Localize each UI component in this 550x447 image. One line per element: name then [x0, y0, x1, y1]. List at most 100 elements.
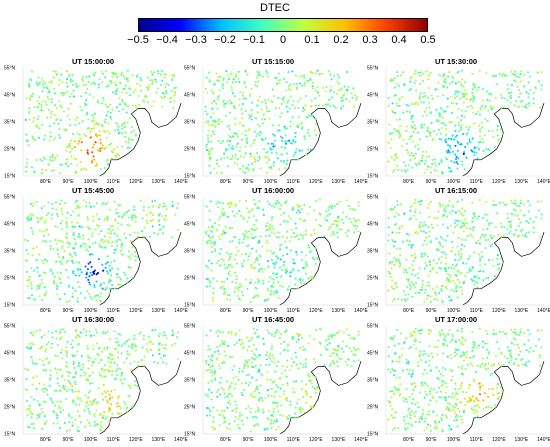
dtec-point	[500, 235, 503, 238]
dtec-point	[86, 400, 89, 403]
dtec-point	[74, 330, 77, 333]
dtec-point	[488, 149, 491, 152]
dtec-point	[170, 74, 174, 77]
dtec-point	[94, 141, 97, 144]
lon-tick: 130°E	[152, 437, 166, 443]
dtec-point	[237, 417, 240, 421]
dtec-point	[427, 206, 430, 210]
dtec-point	[492, 106, 495, 109]
dtec-point	[240, 290, 243, 294]
dtec-point	[43, 286, 46, 289]
dtec-point	[45, 420, 48, 423]
dtec-point	[414, 128, 417, 131]
dtec-point	[488, 352, 491, 356]
dtec-point	[493, 146, 497, 149]
dtec-point	[296, 86, 299, 89]
dtec-point	[130, 216, 134, 219]
lon-tick: 100°E	[447, 437, 461, 443]
dtec-point	[156, 87, 159, 90]
dtec-point	[459, 257, 462, 260]
lon-tick: 90°E	[426, 437, 438, 443]
dtec-point	[94, 328, 98, 331]
dtec-point	[245, 374, 248, 377]
dtec-point	[342, 221, 345, 224]
dtec-point	[324, 348, 327, 351]
dtec-point	[257, 295, 260, 298]
dtec-point	[25, 270, 28, 274]
dtec-point	[325, 85, 328, 89]
dtec-point	[31, 135, 34, 138]
dtec-point	[249, 281, 252, 284]
dtec-point	[45, 169, 48, 172]
dtec-point	[87, 356, 90, 359]
dtec-point	[161, 232, 164, 235]
dtec-point	[458, 410, 461, 413]
dtec-point	[256, 159, 259, 162]
dtec-point	[96, 100, 99, 103]
dtec-point	[272, 145, 275, 148]
dtec-point	[460, 243, 463, 246]
dtec-point	[460, 114, 463, 117]
dtec-point	[454, 124, 457, 127]
dtec-point	[220, 142, 223, 145]
dtec-point	[345, 88, 348, 91]
dtec-point	[272, 281, 275, 284]
dtec-point	[51, 272, 54, 275]
dtec-point	[226, 298, 229, 301]
dtec-point	[327, 228, 330, 231]
dtec-point	[314, 246, 317, 250]
dtec-point	[240, 138, 243, 141]
dtec-point	[408, 240, 411, 243]
dtec-point	[218, 218, 221, 221]
dtec-point	[445, 399, 448, 402]
dtec-point	[72, 233, 75, 237]
dtec-point	[113, 347, 116, 350]
dtec-point	[72, 261, 75, 264]
dtec-point	[460, 119, 463, 122]
dtec-point	[80, 169, 83, 172]
dtec-point	[242, 345, 245, 348]
dtec-point	[77, 342, 80, 345]
dtec-point	[473, 280, 476, 283]
map-plot: 15°N25°N35°N45°N55°N80°E 90°E 100°E 110°E 12…	[367, 324, 550, 444]
dtec-point	[120, 344, 124, 347]
dtec-point	[435, 425, 438, 428]
dtec-point	[162, 202, 166, 205]
dtec-point	[285, 375, 288, 378]
dtec-point	[72, 247, 75, 250]
dtec-point	[297, 116, 301, 119]
dtec-point	[251, 112, 254, 115]
dtec-point	[69, 150, 72, 154]
dtec-point	[53, 404, 56, 407]
coastline	[99, 360, 182, 435]
dtec-point	[122, 213, 126, 216]
dtec-point	[28, 213, 31, 216]
dtec-point	[271, 252, 274, 255]
dtec-point	[454, 402, 457, 405]
dtec-point	[284, 167, 287, 170]
dtec-point	[213, 167, 216, 170]
dtec-point	[221, 84, 224, 87]
dtec-point	[438, 331, 441, 334]
dtec-point	[72, 376, 75, 379]
dtec-point	[453, 290, 456, 293]
dtec-point	[205, 362, 208, 365]
dtec-point	[98, 245, 101, 248]
dtec-point	[235, 410, 238, 413]
dtec-point	[457, 130, 460, 133]
dtec-point	[217, 206, 220, 209]
dtec-point	[67, 284, 71, 287]
dtec-point	[107, 163, 110, 166]
dtec-point	[486, 332, 489, 335]
dtec-point	[436, 353, 439, 356]
dtec-point	[462, 343, 465, 346]
dtec-point	[341, 340, 345, 343]
dtec-point	[482, 407, 485, 410]
dtec-point	[514, 202, 517, 205]
dtec-point	[449, 151, 452, 154]
dtec-point	[272, 161, 275, 164]
dtec-point	[258, 353, 261, 357]
dtec-point	[54, 354, 57, 357]
dtec-point	[464, 274, 467, 278]
dtec-point	[69, 343, 73, 346]
